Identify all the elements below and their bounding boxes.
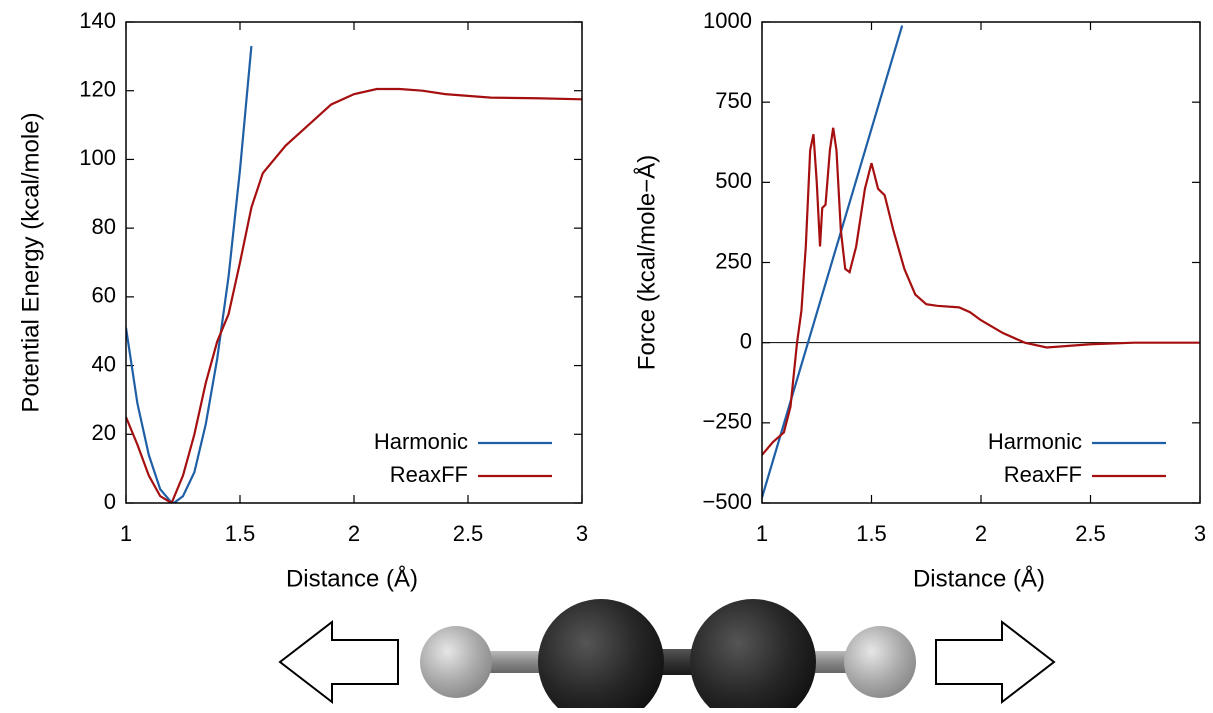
x-tick-label: 2	[348, 521, 360, 546]
x-tick-label: 1	[120, 521, 132, 546]
y-tick-label: 0	[104, 489, 116, 514]
plot-frame	[761, 21, 1201, 504]
molecule	[278, 599, 1056, 713]
arrow-left	[278, 619, 399, 705]
y-tick-label: 750	[715, 88, 752, 113]
plot-lines	[126, 45, 582, 503]
plot-lines	[762, 25, 1200, 498]
x-tick-label: 2.5	[453, 521, 484, 546]
y-tick-label: 20	[92, 420, 116, 445]
legend-label: Harmonic	[988, 429, 1082, 454]
x-tick-label: 2	[975, 521, 987, 546]
y-tick-label: −500	[702, 489, 752, 514]
carbon-atom	[690, 599, 816, 713]
hydrogen-atom	[844, 626, 916, 698]
series-line	[126, 45, 253, 503]
hydrogen-atom	[420, 626, 492, 698]
x-tick-label: 3	[1194, 521, 1206, 546]
y-axis-title: Force (kcal/mole−Å)	[632, 155, 660, 370]
legend-label: ReaxFF	[390, 462, 468, 487]
x-axis-title: Distance (Å)	[286, 564, 418, 592]
y-tick-label: 40	[92, 351, 116, 376]
y-tick-label: 140	[79, 8, 116, 33]
legend-label: Harmonic	[374, 429, 468, 454]
y-tick-label: 500	[715, 168, 752, 193]
plot-frame	[125, 21, 583, 504]
x-tick-label: 1.5	[225, 521, 256, 546]
series-line	[762, 127, 1200, 456]
y-tick-label: 100	[79, 145, 116, 170]
y-tick-label: 60	[92, 283, 116, 308]
y-tick-label: 250	[715, 248, 752, 273]
y-tick-label: 1000	[703, 8, 752, 33]
x-tick-label: 1	[756, 521, 768, 546]
y-axis-title: Potential Energy (kcal/mole)	[17, 112, 44, 412]
series-line	[126, 87, 582, 503]
series-line	[762, 25, 904, 498]
y-tick-label: −250	[702, 409, 752, 434]
x-tick-label: 3	[576, 521, 588, 546]
legend-label: ReaxFF	[1004, 462, 1082, 487]
carbon-atom	[538, 599, 664, 713]
x-tick-label: 2.5	[1075, 521, 1106, 546]
y-tick-label: 0	[740, 328, 752, 353]
x-tick-label: 1.5	[856, 521, 887, 546]
x-axis-title: Distance (Å)	[913, 564, 1045, 592]
arrow-right	[935, 619, 1056, 705]
y-tick-label: 120	[79, 77, 116, 102]
y-tick-label: 80	[92, 214, 116, 239]
